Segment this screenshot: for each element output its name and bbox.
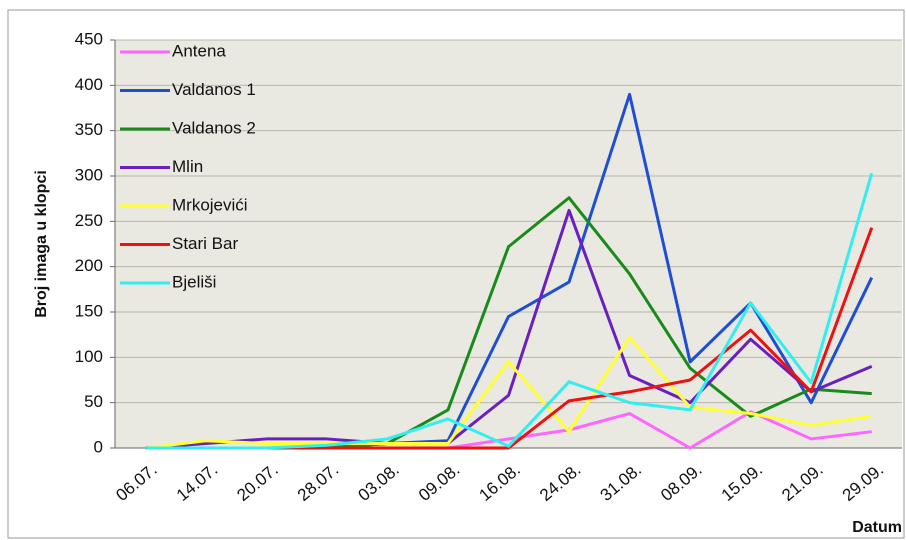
y-tick-label: 150	[75, 301, 103, 320]
legend-label: Mlin	[172, 157, 203, 176]
legend-label: Valdanos 2	[172, 118, 256, 137]
legend-label: Valdanos 1	[172, 80, 256, 99]
y-tick-label: 300	[75, 165, 103, 184]
y-tick-label: 100	[75, 347, 103, 366]
y-tick-label: 200	[75, 256, 103, 275]
series-line	[145, 172, 874, 450]
y-tick-label: 250	[75, 211, 103, 230]
series-line	[145, 208, 873, 450]
x-axis-label: Datum	[852, 519, 902, 536]
legend-label: Bjeliši	[172, 272, 216, 291]
y-tick-label: 50	[84, 392, 103, 411]
y-tick-label: 350	[75, 120, 103, 139]
legend-label: Mrkojevići	[172, 195, 248, 214]
plot-area	[115, 40, 902, 448]
y-tick-label: 0	[94, 437, 103, 456]
y-axis-label: Broj imaga u klopci	[33, 170, 50, 318]
legend-label: Antena	[172, 41, 226, 60]
legend-label: Stari Bar	[172, 234, 238, 253]
y-tick-label: 450	[75, 29, 103, 48]
y-tick-label: 400	[75, 75, 103, 94]
series-line	[145, 335, 872, 450]
